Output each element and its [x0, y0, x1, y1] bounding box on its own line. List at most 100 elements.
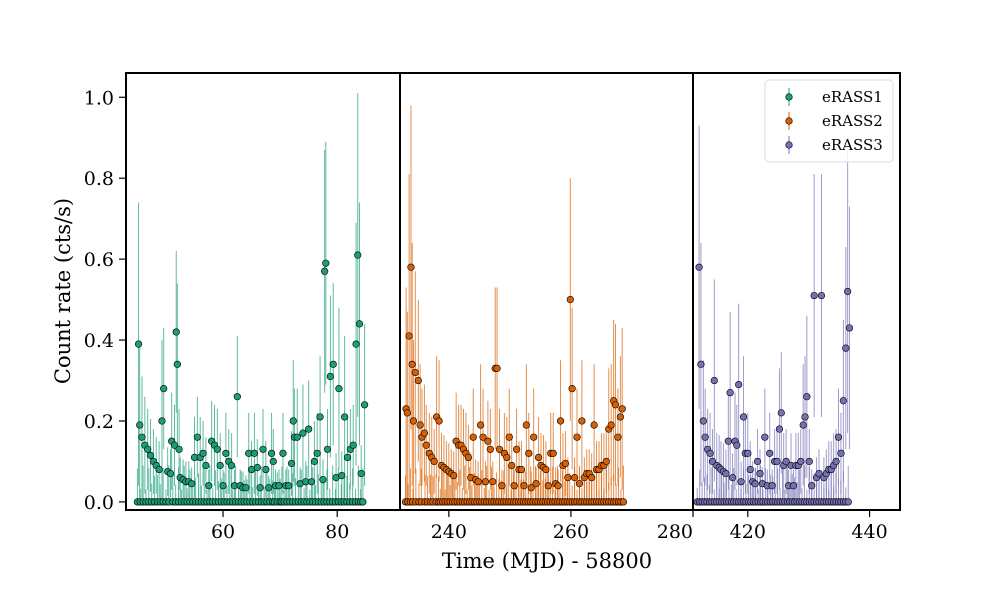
data-point — [805, 457, 813, 466]
legend-label: eRASS1 — [822, 88, 883, 106]
legend-marker — [785, 117, 793, 125]
data-point — [495, 445, 504, 453]
data-point — [695, 263, 703, 271]
x-tick-label: 80 — [325, 521, 349, 543]
data-point — [407, 263, 415, 271]
data-point — [267, 449, 276, 457]
data-point — [701, 433, 709, 441]
data-point — [155, 465, 163, 474]
data-point — [706, 449, 714, 457]
data-point — [481, 478, 490, 486]
data-point — [733, 441, 741, 449]
data-point — [607, 421, 615, 429]
data-point — [484, 437, 492, 445]
data-point — [751, 480, 759, 488]
data-point — [202, 461, 210, 470]
data-point — [422, 441, 430, 449]
y-tick-label: 0.6 — [84, 249, 114, 271]
data-point — [409, 417, 418, 425]
data-point — [590, 421, 598, 429]
data-point — [173, 360, 181, 368]
data-point — [532, 480, 540, 488]
data-point — [287, 459, 296, 468]
data-point — [474, 478, 482, 486]
data-point — [799, 421, 807, 429]
data-point — [329, 360, 337, 368]
data-point — [313, 449, 321, 457]
x-tick-label: 240 — [431, 521, 467, 543]
data-point — [242, 484, 250, 492]
data-point — [837, 449, 845, 457]
data-point — [253, 463, 261, 472]
data-point — [746, 465, 754, 474]
data-point — [534, 453, 543, 461]
data-point — [493, 364, 501, 372]
data-point — [293, 433, 301, 441]
data-point — [222, 449, 230, 457]
data-point — [525, 449, 533, 457]
data-point — [724, 437, 732, 445]
data-point — [134, 340, 143, 348]
data-point — [554, 482, 562, 490]
data-point — [205, 482, 213, 490]
data-point — [735, 380, 743, 389]
legend: eRASS1 eRASS2 eRASS3 — [764, 79, 894, 163]
y-tick-label: 0.4 — [84, 330, 114, 352]
legend-marker — [785, 93, 793, 101]
data-point — [832, 457, 840, 466]
legend-box — [764, 79, 894, 163]
data-point — [411, 368, 419, 377]
data-point — [544, 482, 552, 490]
y-tick-label: 0.2 — [84, 411, 114, 433]
data-point — [256, 484, 264, 492]
data-point — [259, 445, 267, 453]
data-point — [815, 469, 823, 478]
data-point — [834, 433, 843, 441]
data-point — [450, 472, 458, 480]
data-point — [146, 451, 155, 459]
data-point — [403, 409, 411, 417]
data-point — [279, 449, 287, 457]
data-point — [503, 453, 511, 461]
data-point — [310, 457, 318, 466]
data-point — [568, 385, 576, 393]
data-point — [782, 457, 790, 466]
data-point — [144, 445, 152, 453]
data-point — [216, 461, 224, 470]
data-point — [262, 465, 270, 474]
data-point — [817, 291, 826, 300]
data-point — [486, 445, 494, 453]
x-tick-label: 440 — [851, 521, 887, 543]
data-point — [355, 320, 364, 328]
data-point — [307, 478, 316, 486]
data-point — [566, 295, 574, 304]
data-point-zero — [844, 498, 852, 506]
data-point — [352, 340, 360, 348]
data-point — [710, 376, 718, 385]
data-point — [175, 445, 183, 453]
data-point — [777, 409, 785, 417]
data-point — [469, 433, 477, 441]
data-point — [323, 445, 332, 453]
data-point — [564, 474, 572, 482]
data-point — [789, 482, 798, 490]
data-point — [773, 457, 781, 466]
data-point — [138, 433, 146, 441]
data-point — [726, 389, 734, 397]
data-point — [199, 449, 207, 457]
y-tick-label: 1.0 — [84, 87, 114, 109]
data-point — [166, 469, 175, 478]
data-point — [797, 457, 805, 466]
data-point — [349, 441, 357, 449]
panel-plot-area — [693, 125, 854, 506]
data-point — [616, 413, 624, 421]
data-point — [321, 267, 329, 275]
data-point — [737, 478, 745, 486]
legend-label: eRASS3 — [822, 136, 883, 154]
panel-erass1: 60 80 — [133, 93, 369, 543]
data-point — [570, 474, 579, 482]
panel-erass3: 420 440 — [693, 125, 888, 543]
data-point — [512, 445, 521, 453]
